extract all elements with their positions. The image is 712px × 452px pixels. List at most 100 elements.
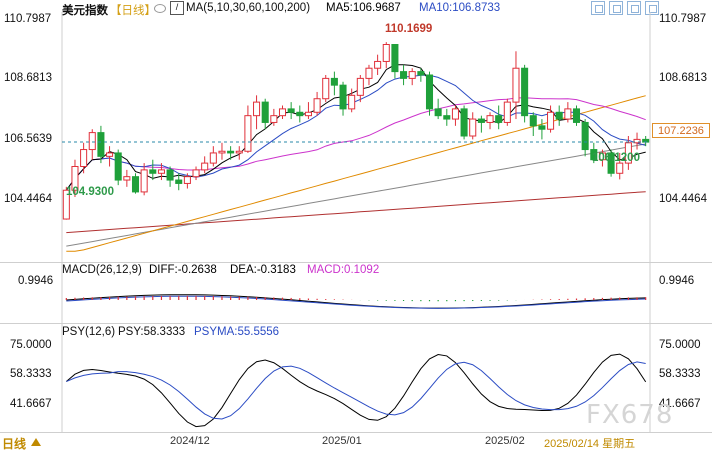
candle-body <box>451 108 459 120</box>
timeframe-label[interactable]: 【日线】 <box>110 5 156 17</box>
macd-dea: DEA:-0.3183 <box>230 264 296 276</box>
ma-params: MA(5,10,30,60,100,200) <box>186 2 311 14</box>
candle-body <box>296 111 304 117</box>
ma200-line <box>66 191 646 234</box>
candle-body <box>339 84 347 110</box>
psy-tick-right-1: 75.0000 <box>659 339 701 351</box>
macd-diff-line <box>66 294 646 309</box>
candle-body <box>460 108 468 137</box>
candle-body <box>417 71 425 76</box>
candle-body <box>218 150 226 154</box>
candle-body <box>123 176 131 181</box>
timeframe-button[interactable]: 日线 <box>2 437 27 451</box>
psy-line <box>65 353 647 428</box>
candle-body <box>244 115 252 152</box>
candle-body <box>529 115 537 127</box>
candle-body <box>313 98 321 113</box>
price-tick-right-4: 104.4464 <box>659 193 707 205</box>
ma30-line <box>65 97 646 191</box>
candle-body <box>408 71 416 79</box>
macd-diff: DIFF:-0.2638 <box>149 264 217 276</box>
candle-body <box>572 108 581 123</box>
candle-body <box>270 115 278 123</box>
candle-body <box>382 44 390 62</box>
eye-icon[interactable] <box>154 4 166 13</box>
price-tick-left-2: 108.6813 <box>4 72 52 84</box>
candle-body <box>166 169 174 181</box>
candle-body <box>521 67 529 117</box>
candle-body <box>330 77 338 86</box>
macd-tick-right: 0.9946 <box>659 275 695 287</box>
psy-value: PSY:58.3333 <box>118 326 186 338</box>
price-tick-right-2: 108.6813 <box>659 72 707 84</box>
psy-tick-left-2: 58.3333 <box>10 368 52 380</box>
panel-separator-3 <box>0 432 712 433</box>
candle-body <box>322 77 330 100</box>
candle-body <box>97 132 105 157</box>
grid-icon[interactable] <box>591 1 605 15</box>
ma5-line <box>65 64 646 191</box>
candle-body <box>495 115 503 123</box>
candle-body <box>443 115 451 120</box>
candle-body <box>80 149 88 168</box>
low-annotation-left: 104.9300 <box>66 186 114 198</box>
psyma-line <box>66 361 646 420</box>
candle-body <box>348 94 356 110</box>
psy-tick-left-3: 41.6667 <box>10 398 52 410</box>
candle-body <box>374 60 382 69</box>
candle-body <box>598 152 606 161</box>
candle-body <box>157 169 165 174</box>
candle-body <box>201 162 209 171</box>
candle-body <box>400 71 408 79</box>
panel-separator-2 <box>0 323 712 324</box>
candle-body <box>88 132 96 151</box>
layout-icon[interactable] <box>609 1 623 15</box>
candle-body <box>391 44 399 73</box>
ma100-line <box>66 143 646 247</box>
date-label-3: 2025/02 <box>485 435 525 447</box>
chart-icon[interactable]: / <box>170 1 184 15</box>
candle-body <box>425 74 434 110</box>
candle-body <box>564 108 572 120</box>
candle-body <box>183 176 191 184</box>
candle-body <box>114 152 122 181</box>
candle-body <box>607 152 615 174</box>
candle-body <box>304 111 312 117</box>
candle-body <box>624 142 632 164</box>
caret-up-icon[interactable] <box>31 438 41 446</box>
candle-body <box>581 121 589 151</box>
candle-body <box>175 179 183 184</box>
candle-body <box>71 166 79 191</box>
psy-tick-right-3: 41.6667 <box>659 398 701 410</box>
price-tick-right-1: 110.7987 <box>659 13 707 25</box>
price-tick-left-1: 110.7987 <box>4 13 52 25</box>
psy-tick-left-1: 75.0000 <box>10 339 52 351</box>
date-label-2: 2025/01 <box>322 435 362 447</box>
candle-body <box>106 152 114 157</box>
macd-value: MACD:0.1092 <box>307 264 380 276</box>
price-tick-left-4: 104.4464 <box>4 193 52 205</box>
panel-separator-1 <box>0 262 712 263</box>
date-label-1: 2024/12 <box>170 435 210 447</box>
candle-body <box>555 111 563 120</box>
candle-body <box>140 169 148 193</box>
candle-body <box>469 118 477 137</box>
psyma-value: PSYMA:55.5556 <box>194 326 280 338</box>
zoom-icon[interactable] <box>627 1 641 15</box>
psy-label: PSY(12,6) <box>62 326 116 338</box>
candle-body <box>227 150 235 154</box>
current-price-badge: 107.2236 <box>652 123 710 138</box>
macd-label: MACD(26,12,9) <box>62 264 142 276</box>
settings-icon[interactable] <box>645 1 659 15</box>
date-stamp: 2025/02/14 星期五 <box>544 438 636 450</box>
high-annotation: 110.1699 <box>385 23 433 35</box>
candle-body <box>633 138 641 144</box>
candle-body <box>278 108 287 117</box>
candle-body <box>149 169 157 174</box>
watermark: FX678 <box>586 400 674 430</box>
candle-body <box>62 189 70 220</box>
ma5-value: MA5:106.9687 <box>326 2 401 14</box>
candle-body <box>253 101 261 117</box>
candle-body <box>547 111 555 130</box>
